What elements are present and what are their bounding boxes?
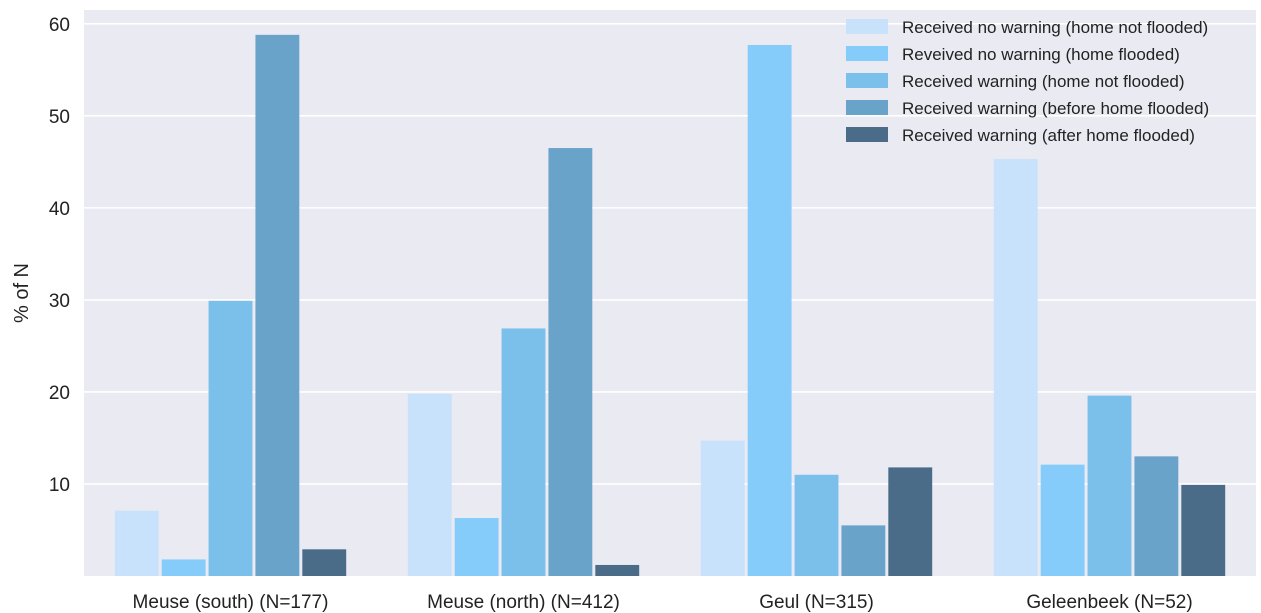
bars xyxy=(114,34,1226,577)
bar xyxy=(454,518,499,576)
legend-swatch xyxy=(846,73,888,88)
bar xyxy=(700,440,745,576)
bar xyxy=(888,467,933,576)
y-tick-label: 40 xyxy=(49,199,70,220)
legend-swatch xyxy=(846,19,888,34)
legend-label: Reveived no warning (home flooded) xyxy=(902,45,1180,64)
bar xyxy=(1087,395,1132,576)
legend-swatch xyxy=(846,46,888,61)
y-tick-label: 20 xyxy=(49,383,70,404)
legend-label: Received warning (home not flooded) xyxy=(902,72,1185,91)
legend-label: Received warning (before home flooded) xyxy=(902,99,1209,118)
bar xyxy=(993,159,1038,576)
y-tick-labels: 10 20 30 40 50 60 xyxy=(49,15,70,496)
bar xyxy=(595,564,640,576)
x-tick-label: Meuse (south) (N=177) xyxy=(133,592,329,613)
bar xyxy=(747,44,792,577)
bar xyxy=(407,393,452,576)
bar xyxy=(1040,464,1085,576)
bar xyxy=(841,525,886,576)
y-tick-label: 60 xyxy=(49,15,70,36)
bar xyxy=(501,328,546,576)
legend-label: Received no warning (home not flooded) xyxy=(902,18,1208,37)
bar xyxy=(161,559,206,576)
legend-label: Received warning (after home flooded) xyxy=(902,126,1195,145)
x-tick-label: Meuse (north) (N=412) xyxy=(427,592,620,613)
y-tick-label: 30 xyxy=(49,291,70,312)
bar xyxy=(794,474,839,576)
x-tick-label: Geleenbeek (N=52) xyxy=(1026,592,1192,613)
y-axis-title: % of N xyxy=(11,263,33,323)
bar xyxy=(1134,456,1179,576)
x-tick-labels: Meuse (south) (N=177) Meuse (north) (N=41… xyxy=(133,592,1193,613)
bar xyxy=(548,148,593,577)
bar xyxy=(208,300,253,576)
bar xyxy=(114,510,159,576)
bar xyxy=(255,34,300,577)
bar xyxy=(1181,484,1226,576)
legend-swatch xyxy=(846,127,888,142)
legend-swatch xyxy=(846,100,888,115)
legend: Received no warning (home not flooded) Re… xyxy=(846,18,1209,145)
y-tick-label: 50 xyxy=(49,107,70,128)
x-tick-label: Geul (N=315) xyxy=(759,592,874,613)
bar xyxy=(302,549,347,576)
y-tick-label: 10 xyxy=(49,475,70,496)
